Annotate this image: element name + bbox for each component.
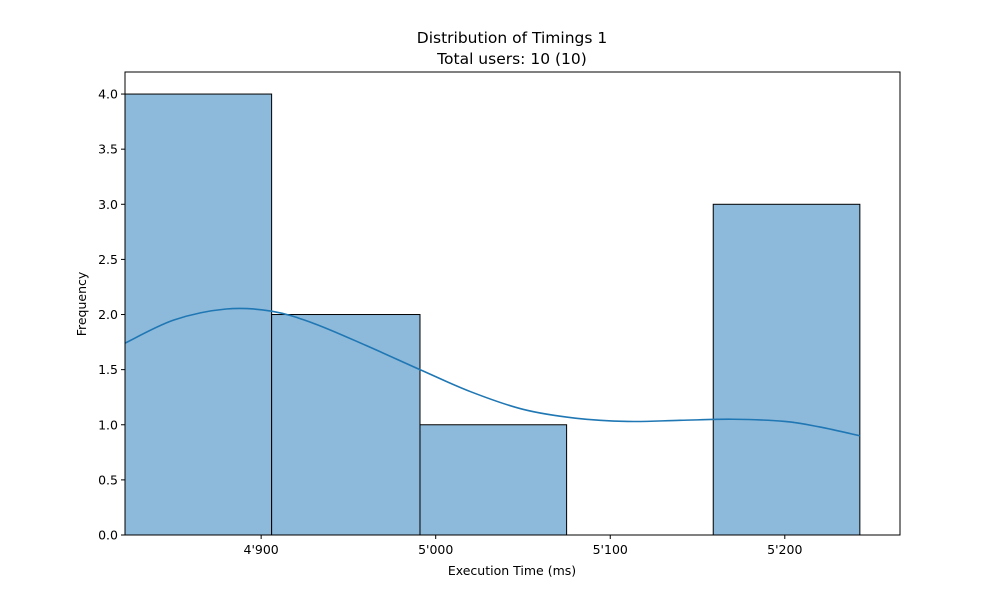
y-tick-label: 3.0 [98,197,118,212]
x-tick-label: 5'000 [418,542,453,557]
y-tick-label: 1.0 [98,417,118,432]
kde-curve-layer [124,307,861,437]
y-tick-label: 1.5 [98,362,118,377]
plot-area-frame [124,71,901,536]
x-axis-ticks: 4'900 5'000 5'100 5'200 [244,535,802,557]
x-tick-label: 4'900 [244,542,279,557]
histogram-bars [124,93,861,536]
y-axis-label: Frequency [74,271,89,336]
y-tick-label: 2.0 [98,307,118,322]
histogram-bar-5 [712,203,861,536]
y-tick-label: 0.5 [98,472,118,487]
chart-title: Distribution of Timings 1 [417,29,607,47]
kde-curve [124,307,861,437]
y-tick-label: 3.5 [98,142,118,157]
x-tick-label: 5'200 [767,542,802,557]
x-axis-label: Execution Time (ms) [448,563,576,578]
y-tick-label: 4.0 [98,87,118,102]
histogram-bar-1 [124,93,273,536]
x-tick-label: 5'100 [593,542,628,557]
histogram-bar-3 [419,424,568,536]
chart-subtitle: Total users: 10 (10) [436,50,587,68]
y-axis-ticks: 0.0 0.5 1.0 1.5 2.0 2.5 3.0 3.5 4.0 [98,87,125,543]
histogram-bar-2 [271,314,421,536]
y-tick-label: 0.0 [98,528,118,543]
y-tick-label: 2.5 [98,252,118,267]
